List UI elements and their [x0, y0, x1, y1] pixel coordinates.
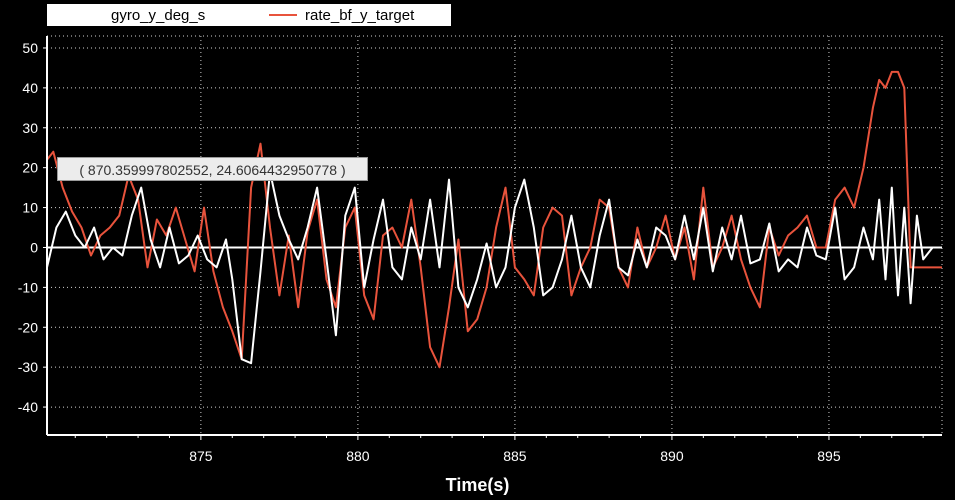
legend-label-gyro: gyro_y_deg_s	[111, 6, 206, 24]
series-line-gyro-y-deg-s	[46, 170, 942, 365]
legend-item-rate[interactable]: rate_bf_y_target	[261, 4, 414, 26]
y-tick-label: 0	[30, 239, 38, 255]
x-axis-label: Time(s)	[445, 475, 510, 495]
y-tick-label: -30	[18, 359, 38, 375]
series-layer	[46, 70, 942, 369]
legend-swatch-rate	[269, 14, 297, 16]
axis-layer	[43, 36, 942, 440]
legend-item-gyro[interactable]: gyro_y_deg_s	[47, 4, 261, 26]
grid-layer	[47, 35, 943, 435]
y-tick-label: 30	[22, 120, 38, 136]
x-tick-label: 885	[503, 448, 527, 464]
x-tick-label: 895	[817, 448, 841, 464]
series-line-rate-bf-y-target	[46, 70, 942, 369]
y-tick-label: 50	[22, 40, 38, 56]
x-tick-labels: 875 880 885 890 895	[189, 448, 841, 464]
x-tick-label: 890	[660, 448, 684, 464]
y-tick-label: 40	[22, 80, 38, 96]
x-tick-label: 875	[189, 448, 213, 464]
y-tick-label: 20	[22, 160, 38, 176]
y-tick-label: -40	[18, 399, 38, 415]
y-tick-labels: -40 -30 -20 -10 0 10 20 30 40 50	[18, 40, 38, 415]
y-tick-label: 10	[22, 200, 38, 216]
hover-tooltip: ( 870.359997802552, 24.6064432950778 )	[57, 157, 368, 181]
legend: gyro_y_deg_s rate_bf_y_target	[47, 4, 451, 26]
y-tick-label: -20	[18, 319, 38, 335]
x-tick-label: 880	[346, 448, 370, 464]
legend-label-rate: rate_bf_y_target	[305, 6, 415, 24]
y-tick-label: -10	[18, 279, 38, 295]
